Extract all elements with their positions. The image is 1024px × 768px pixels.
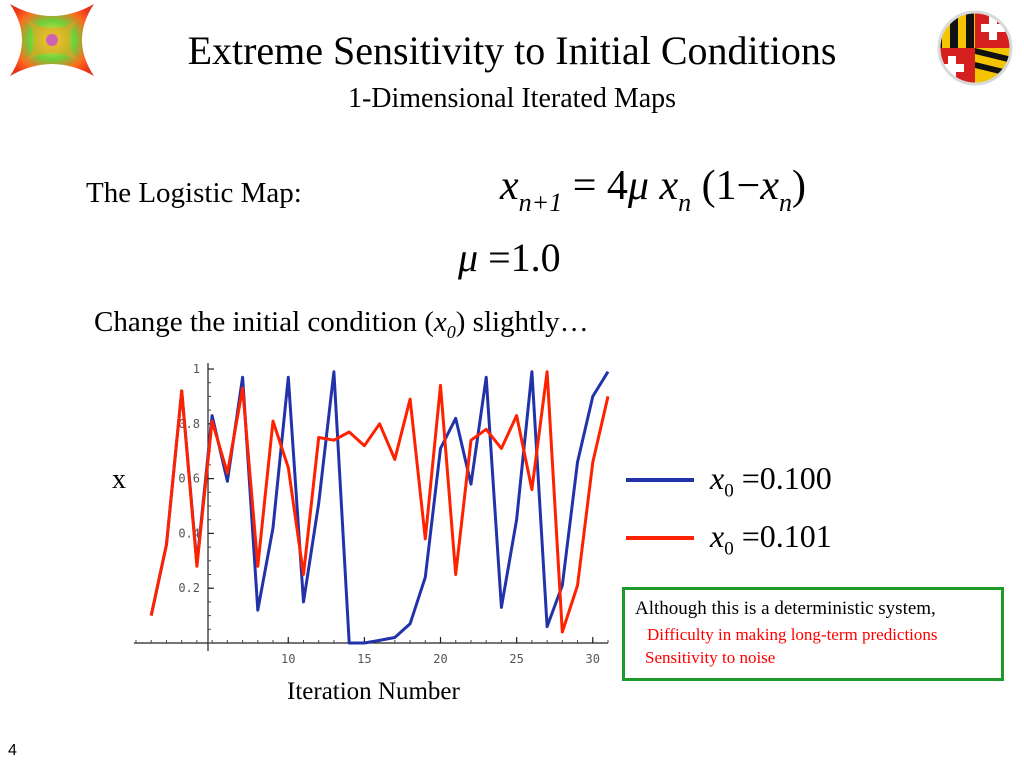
note-line-noise: Sensitivity to noise xyxy=(645,648,776,667)
legend-value: 0.101 xyxy=(759,518,832,554)
x-tick-label: 15 xyxy=(357,652,371,666)
eq-four: 4 xyxy=(606,163,628,209)
legend-value: 0.100 xyxy=(759,460,832,496)
y-axis-label: x xyxy=(112,464,126,495)
y-tick-label: 1 xyxy=(193,362,200,376)
eq-sub-n: n xyxy=(678,188,692,217)
change-initial-condition-text: Change the initial condition (x0) slight… xyxy=(94,306,589,343)
legend-equals: = xyxy=(741,518,760,554)
x-axis-label: Iteration Number xyxy=(287,678,460,705)
slide-title: Extreme Sensitivity to Initial Condition… xyxy=(187,28,837,73)
mu-value-equation: μ =1.0 xyxy=(458,234,561,281)
x-tick-label: 10 xyxy=(281,652,295,666)
legend-swatch-blue xyxy=(626,478,694,482)
eq-equals: = xyxy=(572,163,597,209)
mu-symbol: μ xyxy=(458,235,479,280)
eq-mu: μ xyxy=(627,163,649,209)
x-tick-label: 20 xyxy=(433,652,447,666)
x-tick-label: 30 xyxy=(586,652,600,666)
logistic-map-equation: xn+1 = 4μ xn (1−xn) xyxy=(500,162,806,218)
y-tick-label: 0.4 xyxy=(178,526,200,540)
series-line-red xyxy=(149,370,610,634)
eq-x-next: x xyxy=(500,163,519,209)
eq-sub-next: n+1 xyxy=(518,188,563,217)
y-tick-label: 0.2 xyxy=(178,581,200,595)
note-line-deterministic: Although this is a deterministic system, xyxy=(635,598,936,619)
logistic-map-label: The Logistic Map: xyxy=(86,177,302,209)
page-number: 4 xyxy=(8,742,17,759)
legend-equals: = xyxy=(741,460,760,496)
slide-subtitle: 1-Dimensional Iterated Maps xyxy=(347,83,677,114)
legend-var: x xyxy=(710,518,725,554)
legend-label-red: x0 =0.101 xyxy=(710,518,832,560)
mu-number: 1.0 xyxy=(510,235,561,280)
change-text-var: x xyxy=(433,306,447,338)
eq-open-paren: (1− xyxy=(701,163,761,209)
legend-item-red: x0 =0.101 xyxy=(626,518,926,560)
maryland-flag-logo-icon xyxy=(934,8,1016,88)
legend-swatch-red xyxy=(626,536,694,540)
eq-x-n: x xyxy=(659,163,679,209)
y-tick-label: 0.8 xyxy=(178,417,200,431)
fractal-logo-icon xyxy=(8,2,96,78)
legend-sub: 0 xyxy=(724,538,734,560)
change-text-before: Change the initial condition ( xyxy=(94,306,434,338)
change-text-after: ) slightly… xyxy=(455,306,589,338)
iteration-chart: 10 15 20 25 300.20.40.60.81 xyxy=(134,362,610,666)
note-box: Although this is a deterministic system,… xyxy=(622,587,1004,681)
mu-equals: = xyxy=(488,235,511,280)
note-line-predictions: Difficulty in making long-term predictio… xyxy=(647,625,938,644)
legend-label-blue: x0 =0.100 xyxy=(710,460,832,502)
eq-x-n-2: x xyxy=(760,163,779,209)
change-text-sub: 0 xyxy=(446,321,456,342)
series-line-blue xyxy=(149,370,610,645)
x-tick-label: 25 xyxy=(509,652,523,666)
legend-sub: 0 xyxy=(724,480,734,502)
eq-sub-n-2: n xyxy=(778,188,792,217)
legend-var: x xyxy=(710,460,725,496)
legend-item-blue: x0 =0.100 xyxy=(626,460,926,502)
eq-close-paren: ) xyxy=(791,163,806,209)
